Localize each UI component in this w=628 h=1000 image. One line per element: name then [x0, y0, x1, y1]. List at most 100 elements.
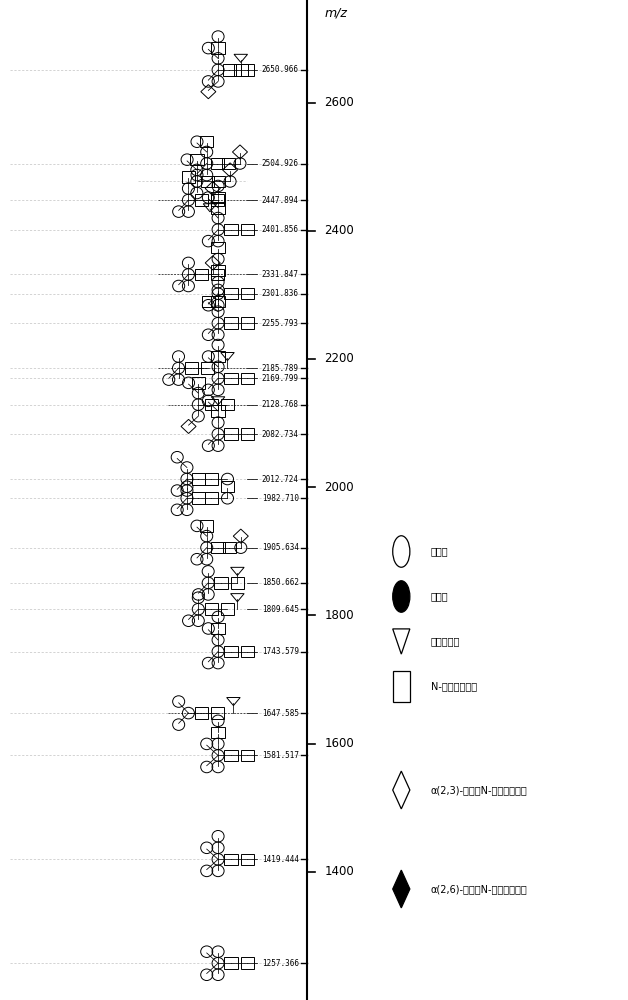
Bar	[185, 362, 198, 374]
Text: 海藻葡萄糖: 海藻葡萄糖	[431, 637, 460, 647]
Bar	[230, 577, 244, 589]
Bar	[211, 707, 224, 719]
Text: 1800: 1800	[325, 609, 354, 622]
Text: 2600: 2600	[325, 96, 354, 109]
Text: 1982.710: 1982.710	[262, 494, 299, 503]
Text: 2447.894: 2447.894	[262, 196, 299, 205]
Bar	[222, 158, 236, 169]
Bar	[181, 171, 195, 183]
Bar	[224, 317, 238, 329]
Text: 1581.517: 1581.517	[262, 751, 299, 760]
Bar	[220, 603, 234, 615]
Circle shape	[392, 581, 410, 612]
Bar	[211, 265, 225, 276]
Text: 1647.585: 1647.585	[262, 709, 299, 718]
Bar	[224, 373, 238, 384]
Bar	[190, 154, 203, 165]
Bar	[241, 750, 254, 761]
Polygon shape	[392, 870, 410, 908]
Bar	[241, 854, 254, 865]
Bar	[241, 646, 254, 657]
Text: 2000: 2000	[325, 481, 354, 494]
Text: 1419.444: 1419.444	[262, 855, 299, 864]
Bar	[210, 158, 224, 169]
Text: α(2,3)-连接的N-乙酰神经氨酸: α(2,3)-连接的N-乙酰神经氨酸	[431, 785, 528, 795]
Text: α(2,6)-连接的N-乙酰神经氨酸: α(2,6)-连接的N-乙酰神经氨酸	[431, 884, 528, 894]
Bar	[241, 957, 254, 969]
Bar	[195, 194, 208, 206]
Bar	[211, 194, 224, 206]
Bar	[224, 288, 238, 299]
Bar	[241, 288, 254, 299]
Text: 2331.847: 2331.847	[262, 270, 299, 279]
Text: 2200: 2200	[325, 352, 354, 365]
Text: 2255.793: 2255.793	[262, 319, 299, 328]
Bar	[220, 481, 234, 492]
Bar	[241, 64, 254, 76]
Bar	[224, 750, 238, 761]
Bar	[211, 42, 225, 54]
Bar	[200, 136, 214, 147]
Text: 半乳糖: 半乳糖	[431, 546, 448, 556]
Bar	[211, 269, 224, 280]
Bar	[211, 296, 225, 307]
Text: 2301.836: 2301.836	[262, 289, 299, 298]
Text: 1809.645: 1809.645	[262, 605, 299, 614]
Text: 1257.366: 1257.366	[262, 959, 299, 968]
Bar	[392, 671, 410, 702]
Bar	[205, 473, 218, 485]
Bar	[195, 269, 208, 280]
Bar	[223, 542, 236, 553]
Text: 2082.734: 2082.734	[262, 430, 299, 439]
Text: 1400: 1400	[325, 865, 354, 878]
Text: 2012.724: 2012.724	[262, 475, 299, 484]
Bar	[211, 192, 225, 203]
Bar	[211, 542, 225, 553]
Text: 1850.662: 1850.662	[262, 578, 299, 587]
Bar	[234, 64, 247, 76]
Bar	[192, 492, 205, 504]
Bar	[223, 64, 236, 76]
Bar	[202, 296, 215, 307]
Bar	[205, 603, 218, 615]
Bar	[224, 646, 238, 657]
Text: N-乙酰神经氨酸: N-乙酰神经氨酸	[431, 682, 477, 692]
Bar	[200, 176, 214, 187]
Text: 2504.926: 2504.926	[262, 159, 299, 168]
Text: 1600: 1600	[325, 737, 354, 750]
Text: 2400: 2400	[325, 224, 354, 237]
Bar	[220, 399, 234, 410]
Bar	[224, 224, 238, 235]
Bar	[241, 224, 254, 235]
Bar	[212, 176, 225, 187]
Text: 1905.634: 1905.634	[262, 543, 299, 552]
Text: 2128.768: 2128.768	[262, 400, 299, 409]
Bar	[205, 492, 218, 504]
Bar	[195, 707, 208, 719]
Bar	[241, 373, 254, 384]
Text: m/z: m/z	[325, 6, 347, 19]
Bar	[224, 957, 238, 969]
Bar	[211, 242, 225, 253]
Bar	[214, 577, 228, 589]
Bar	[205, 399, 218, 410]
Text: 甘露糖: 甘露糖	[431, 591, 448, 601]
Bar	[200, 520, 214, 532]
Text: 1743.579: 1743.579	[262, 647, 299, 656]
Bar	[211, 351, 225, 362]
Text: 2185.789: 2185.789	[262, 364, 299, 373]
Bar	[241, 428, 254, 440]
Bar	[201, 362, 215, 374]
Bar	[224, 428, 238, 440]
Text: 2169.799: 2169.799	[262, 374, 299, 383]
Text: 2401.856: 2401.856	[262, 225, 299, 234]
Bar	[211, 623, 225, 634]
Bar	[192, 473, 205, 485]
Bar	[224, 854, 238, 865]
Bar	[211, 405, 225, 417]
Bar	[211, 727, 225, 738]
Bar	[192, 377, 205, 389]
Bar	[211, 202, 225, 214]
Text: 2650.966: 2650.966	[262, 65, 299, 74]
Bar	[241, 317, 254, 329]
